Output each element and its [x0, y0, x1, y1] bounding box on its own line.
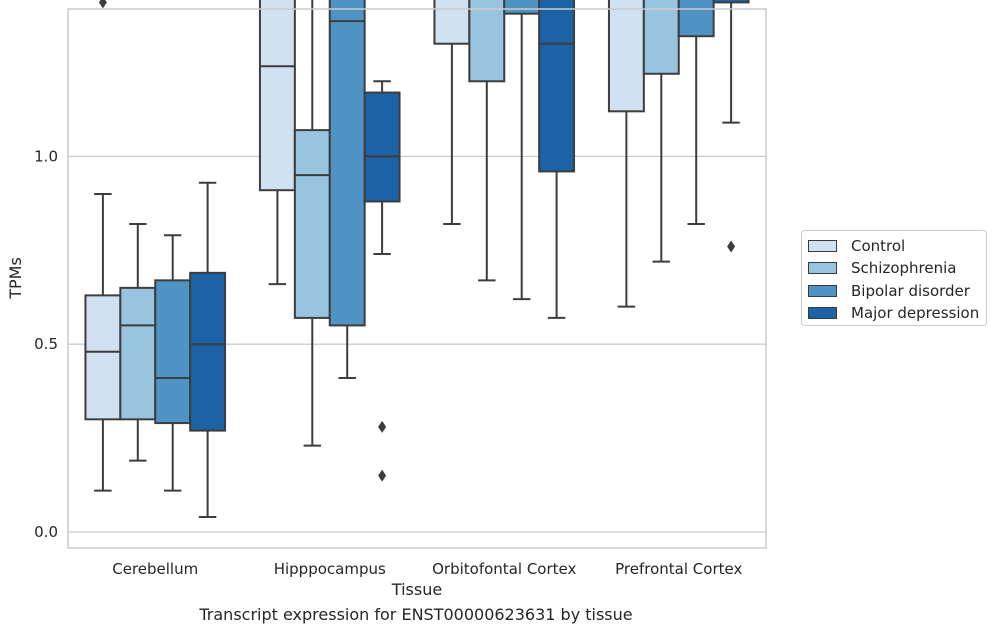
box — [433, 0, 471, 226]
box-iqr — [154, 279, 192, 425]
x-tick-label: Hipppocampus — [274, 560, 386, 578]
box — [607, 0, 645, 308]
box-iqr — [607, 0, 645, 113]
box-iqr — [328, 0, 366, 327]
legend-label: Major depression — [851, 304, 980, 322]
y-tick-labels: 0.00.51.01.52.02.5 — [34, 147, 58, 541]
box-iqr — [538, 0, 576, 173]
outlier-point — [98, 0, 107, 9]
box-iqr — [84, 294, 122, 421]
box-iqr — [189, 271, 227, 432]
legend-label: Control — [851, 237, 906, 255]
box — [642, 0, 680, 263]
box-iqr — [677, 0, 715, 38]
box-iqr — [642, 0, 680, 75]
box-iqr — [258, 0, 296, 192]
legend-item-major-depression: Major depression — [808, 303, 979, 323]
box — [84, 0, 122, 492]
x-axis-label: Tissue — [391, 580, 442, 599]
x-tick-labels: Cerebellum Hipppocampus Orbitofontal Corte… — [112, 560, 742, 578]
plot-frame — [67, 8, 767, 549]
x-tick-label: Orbitofontal Cortex — [432, 560, 576, 578]
legend-item-schizophrenia: Schizophrenia — [808, 258, 956, 278]
box — [189, 181, 227, 518]
box — [503, 0, 541, 301]
box — [363, 80, 401, 482]
x-tick-label: Cerebellum — [112, 560, 198, 578]
legend-swatch-schizophrenia — [808, 262, 837, 274]
box-iqr — [503, 0, 541, 15]
y-tick-label: 0.0 — [34, 523, 58, 541]
box-iqr — [293, 129, 331, 319]
box — [119, 223, 157, 462]
box-iqr — [363, 91, 401, 203]
x-tick-label: Prefrontal Cortex — [615, 560, 742, 578]
y-tick-label: 1.0 — [34, 147, 58, 165]
box — [712, 0, 750, 253]
outlier-point — [727, 240, 736, 253]
figure-caption: Transcript expression for ENST0000062363… — [199, 605, 633, 624]
box — [328, 0, 366, 380]
legend-label: Bipolar disorder — [851, 282, 970, 300]
box-iqr — [468, 0, 506, 83]
outlier-point — [378, 420, 387, 433]
box — [293, 0, 331, 447]
box — [258, 0, 296, 286]
legend-item-control: Control — [808, 236, 905, 256]
legend-label: Schizophrenia — [851, 259, 957, 277]
y-axis-label: TPMs — [6, 257, 25, 300]
box-group — [84, 0, 750, 518]
y-tick-label: 0.5 — [34, 335, 58, 353]
outlier-point — [378, 469, 387, 482]
box — [468, 0, 506, 282]
legend-item-bipolar-disorder: Bipolar disorder — [808, 281, 970, 301]
box — [538, 0, 576, 319]
box — [677, 0, 715, 226]
legend: Control Schizophrenia Bipolar disorder M… — [801, 230, 987, 326]
legend-swatch-control — [808, 240, 837, 252]
box-iqr — [433, 0, 471, 45]
legend-swatch-major-depression — [808, 307, 837, 319]
box — [154, 234, 192, 492]
box-iqr — [119, 286, 157, 421]
legend-swatch-bipolar-disorder — [808, 285, 837, 297]
box-iqr — [712, 0, 750, 4]
